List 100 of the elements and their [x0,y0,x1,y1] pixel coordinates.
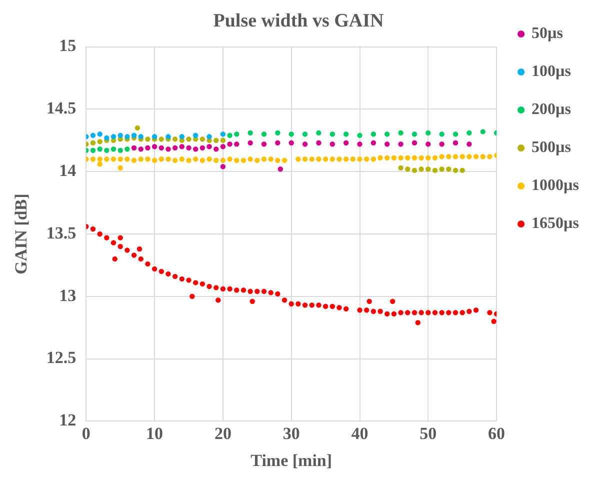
y-tick-label: 13 [59,286,76,305]
x-tick-label: 20 [214,424,232,443]
point [466,142,472,147]
point [302,142,308,147]
point [134,125,140,131]
point [466,130,472,136]
point [104,148,110,153]
point [131,132,137,138]
point [158,145,164,150]
point [452,132,458,137]
point [138,134,144,140]
point [200,145,206,150]
point [186,136,192,142]
point [398,130,404,136]
point [124,134,130,140]
point [104,135,110,141]
point [248,140,253,146]
y-tick-label: 14.5 [46,98,76,118]
point [412,168,418,173]
point [172,136,178,142]
point [330,142,335,147]
point [152,144,158,150]
point [145,145,150,150]
point [275,130,280,136]
y-tick-label: 14 [59,160,77,180]
point [234,132,240,137]
point [220,164,226,170]
point [158,136,164,142]
point [118,132,123,138]
point [316,130,322,136]
point [405,166,410,172]
point [384,142,390,147]
point [439,132,444,137]
point [90,148,96,153]
point [452,140,458,146]
x-tick-label: 40 [351,424,368,443]
point [214,146,219,152]
point [192,132,198,138]
point [152,134,158,140]
x-tick-label: 30 [282,424,300,443]
point [97,139,102,144]
point [124,146,130,152]
point [166,134,171,140]
point [426,130,431,136]
point [330,132,335,137]
point [384,132,390,137]
x-axis-title: Time [min] [250,451,332,470]
point [220,138,226,143]
point [110,134,116,140]
point [220,144,226,150]
point [206,134,212,140]
point [446,166,452,172]
point [227,132,232,138]
legend-label: 1000µs [532,177,580,194]
point [138,146,144,152]
point [166,146,171,152]
y-tick-label: 15 [59,36,76,56]
point [370,132,376,137]
point [234,142,240,147]
point [370,140,376,146]
point [179,144,185,150]
y-tick-label: 12 [59,410,76,430]
point [90,132,96,138]
point [261,142,267,147]
point [412,140,418,146]
point [432,168,438,173]
point [278,166,284,172]
point [398,165,404,170]
point [172,145,178,150]
point [343,132,349,137]
x-tick-label: 60 [488,424,506,443]
point [227,142,232,147]
chart-title: Pulse width vs GAIN [213,10,384,32]
point [186,145,192,150]
point [452,168,458,173]
point [220,132,226,137]
legend-label: 200µs [532,101,572,118]
legend-label: 50µs [532,25,564,42]
point [439,166,444,172]
point [145,136,150,142]
x-tick-label: 0 [82,424,90,443]
legend-label: 1650µs [532,215,580,232]
point [480,129,486,134]
point [131,145,137,150]
point [316,140,322,146]
legend-label: 500µs [532,139,572,156]
point [192,146,198,152]
point [288,140,294,146]
point [357,132,362,138]
point [110,146,116,152]
x-tick-label: 10 [146,424,164,443]
point [302,132,308,137]
point [426,166,431,172]
x-tick-label: 50 [420,424,437,443]
point [357,142,362,147]
legend-label: 100µs [532,63,572,80]
y-tick-label: 12.5 [46,348,76,368]
point [261,132,267,137]
point [214,138,219,143]
point [418,166,424,172]
